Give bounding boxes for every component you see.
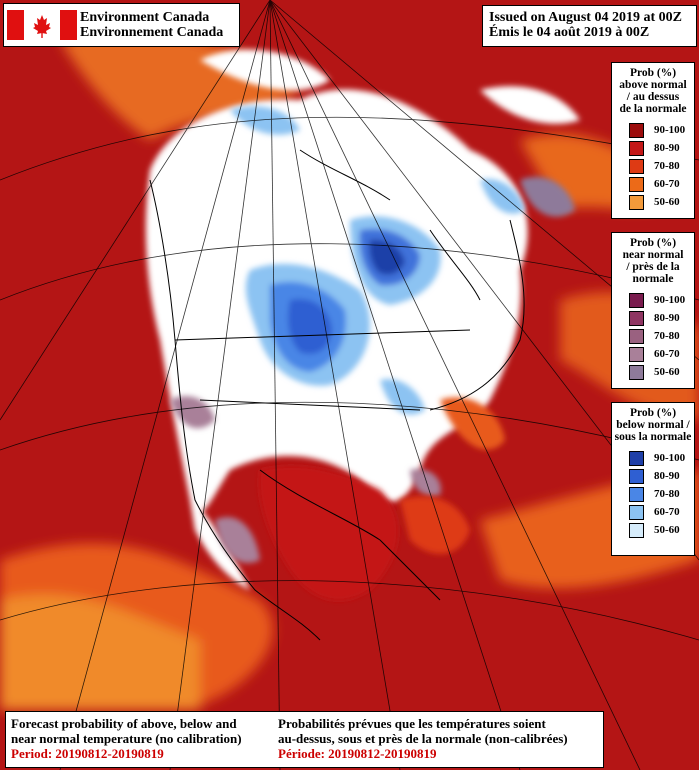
legend-swatch <box>629 122 644 138</box>
agency-header: Environment Canada Environnement Canada <box>3 3 240 47</box>
legend-item: 60-70 <box>612 175 694 193</box>
agency-name-en: Environment Canada <box>80 10 210 25</box>
legend-label: 50-60 <box>654 366 680 378</box>
issued-fr: Émis le 04 août 2019 à 00Z <box>489 25 650 40</box>
legend-label: 80-90 <box>654 470 680 482</box>
legend-swatch <box>629 140 644 156</box>
legend-item: 50-60 <box>612 193 694 211</box>
legend-swatch <box>629 176 644 192</box>
caption-box: Forecast probability of above, below and… <box>5 711 604 768</box>
issued-en: Issued on August 04 2019 at 00Z <box>489 10 682 25</box>
legend-title-line: / au dessus <box>626 91 680 103</box>
legend-title-line: Prob (%) <box>629 237 677 249</box>
agency-name-fr: Environnement Canada <box>80 25 224 40</box>
legend-title-line: sous la normale <box>614 431 692 443</box>
legend-swatch <box>629 310 644 326</box>
legend-item: 80-90 <box>612 309 694 327</box>
legend-label: 50-60 <box>654 196 680 208</box>
caption-line: Probabilités prévues que les température… <box>278 716 546 731</box>
legend-item: 70-80 <box>612 327 694 345</box>
legend-title-line: Prob (%) <box>629 407 677 419</box>
caption-period: Période: 20190812-20190819 <box>278 746 437 761</box>
legend-swatch <box>629 364 644 380</box>
legend-title-line: near normal <box>622 249 684 261</box>
legend-item: 80-90 <box>612 139 694 157</box>
legend-above-normal: Prob (%) above normal / au dessus de la … <box>611 62 695 219</box>
legend-label: 70-80 <box>654 330 680 342</box>
legend-above-title: Prob (%) above normal / au dessus de la … <box>614 67 692 115</box>
legend-swatch <box>629 468 644 484</box>
legend-swatch <box>629 328 644 344</box>
legend-swatch <box>629 194 644 210</box>
legend-title-line: below normal / <box>616 419 690 431</box>
legend-item: 50-60 <box>612 521 694 539</box>
legend-near-title: Prob (%) near normal / près de la normal… <box>614 237 692 285</box>
caption-line: near normal temperature (no calibration) <box>11 731 242 746</box>
legend-label: 80-90 <box>654 312 680 324</box>
agency-name: Environment Canada Environnement Canada <box>80 10 223 40</box>
legend-below-normal: Prob (%) below normal / sous la normale … <box>611 402 695 556</box>
legend-item: 70-80 <box>612 485 694 503</box>
legend-swatch <box>629 522 644 538</box>
coastlines-borders <box>149 149 525 641</box>
legend-item: 90-100 <box>612 449 694 467</box>
legend-swatch <box>629 158 644 174</box>
legend-near-normal: Prob (%) near normal / près de la normal… <box>611 232 695 389</box>
legend-swatch <box>629 504 644 520</box>
legend-item: 60-70 <box>612 503 694 521</box>
legend-label: 90-100 <box>654 452 686 464</box>
legend-item: 50-60 <box>612 363 694 381</box>
legend-label: 60-70 <box>654 178 680 190</box>
legend-item: 90-100 <box>612 121 694 139</box>
legend-item: 70-80 <box>612 157 694 175</box>
legend-item: 80-90 <box>612 467 694 485</box>
caption-line: Forecast probability of above, below and <box>11 716 237 731</box>
legend-swatch <box>629 450 644 466</box>
caption-english: Forecast probability of above, below and… <box>11 716 276 761</box>
legend-item: 90-100 <box>612 291 694 309</box>
caption-line: au-dessus, sous et près de la normale (n… <box>278 731 568 746</box>
legend-title-line: normale <box>632 273 674 285</box>
canada-flag-icon <box>7 10 77 40</box>
legend-title-line: Prob (%) <box>629 67 677 79</box>
legend-below-title: Prob (%) below normal / sous la normale <box>614 407 692 443</box>
legend-swatch <box>629 486 644 502</box>
legend-label: 50-60 <box>654 524 680 536</box>
legend-title-line: / près de la <box>626 261 680 273</box>
legend-label: 90-100 <box>654 124 686 136</box>
legend-label: 90-100 <box>654 294 686 306</box>
issued-box: Issued on August 04 2019 at 00Z Émis le … <box>482 5 697 47</box>
legend-swatch <box>629 346 644 362</box>
above-normal-red-south <box>259 397 505 601</box>
legend-label: 80-90 <box>654 142 680 154</box>
legend-title-line: above normal <box>619 79 687 91</box>
caption-period: Period: 20190812-20190819 <box>11 746 164 761</box>
caption-french: Probabilités prévues que les température… <box>278 716 598 761</box>
legend-title-line: de la normale <box>619 103 687 115</box>
legend-label: 70-80 <box>654 160 680 172</box>
legend-item: 60-70 <box>612 345 694 363</box>
legend-label: 60-70 <box>654 506 680 518</box>
legend-swatch <box>629 292 644 308</box>
legend-label: 60-70 <box>654 348 680 360</box>
legend-label: 70-80 <box>654 488 680 500</box>
